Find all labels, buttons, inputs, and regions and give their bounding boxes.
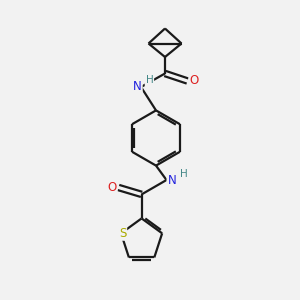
Text: N: N [133, 80, 142, 94]
Text: O: O [107, 181, 116, 194]
Text: H: H [146, 75, 153, 85]
Text: H: H [180, 169, 188, 179]
Text: N: N [167, 173, 176, 187]
Text: O: O [190, 74, 199, 88]
Text: S: S [119, 227, 126, 240]
